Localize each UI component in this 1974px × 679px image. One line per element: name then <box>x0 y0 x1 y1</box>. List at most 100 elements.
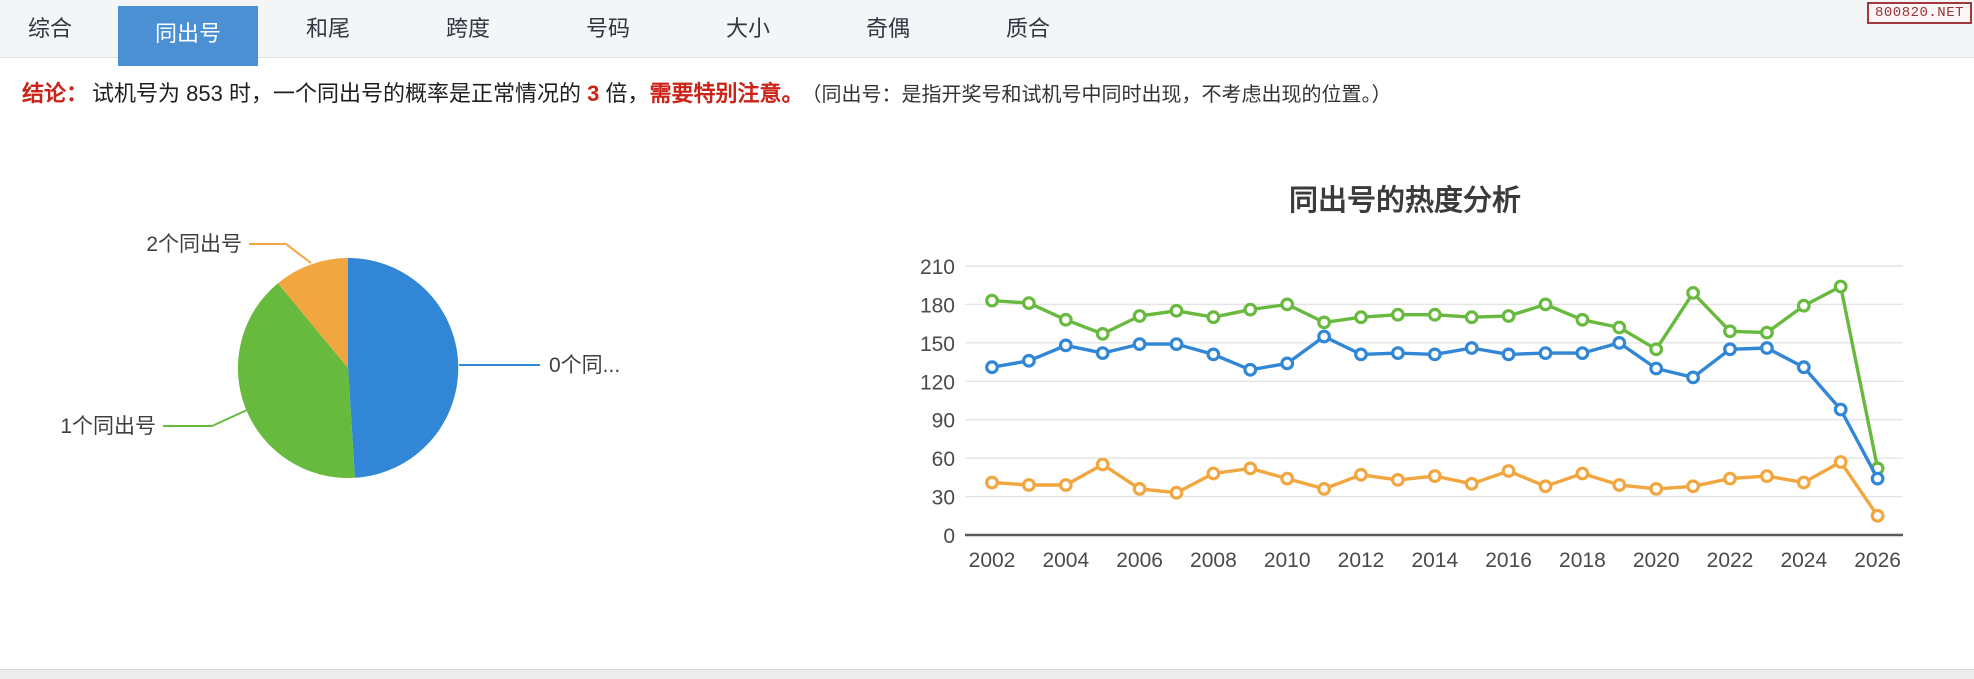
tab-haoma[interactable]: 号码 <box>585 16 630 41</box>
x-tick-label: 2012 <box>1338 549 1385 572</box>
data-point-orange <box>1501 464 1516 478</box>
data-point-blue <box>1058 338 1073 353</box>
x-tick-label: 2008 <box>1190 549 1237 572</box>
x-tick-label: 2026 <box>1854 549 1901 572</box>
x-tick-label: 2004 <box>1042 549 1089 572</box>
x-tick-label: 2018 <box>1559 549 1606 572</box>
x-tick-label: 2010 <box>1264 549 1311 572</box>
data-point-blue <box>1391 346 1405 361</box>
conclusion-line: 结论： 试机号为 853 时，一个同出号的概率是正常情况的 3 倍，需要特别注意。… <box>22 76 1391 108</box>
data-point-green <box>1501 309 1516 323</box>
data-point-orange <box>1021 478 1036 492</box>
y-tick-label: 210 <box>920 256 955 279</box>
data-point-green <box>985 293 999 308</box>
data-point-blue <box>1243 362 1258 377</box>
pie-label-0: 0个同... <box>549 354 620 377</box>
tab-bar: 综合 同出号 和尾 跨度 号码 大小 奇偶 质合 <box>0 0 1974 66</box>
conclusion-multiplier: 3 <box>587 81 600 106</box>
data-point-green <box>1243 302 1258 317</box>
conclusion-prefix: 结论： <box>22 81 89 106</box>
conclusion-warning: 需要特别注意。 <box>649 81 804 106</box>
pie-slice-1 <box>237 283 355 479</box>
data-point-green <box>1132 309 1147 323</box>
data-point-blue <box>1132 337 1147 352</box>
data-point-blue <box>1464 341 1479 355</box>
data-point-orange <box>1870 508 1885 523</box>
data-point-blue <box>985 360 999 375</box>
x-tick-label: 2016 <box>1485 549 1532 572</box>
data-point-orange <box>1243 461 1258 476</box>
data-point-orange <box>1354 467 1368 482</box>
data-point-green <box>1796 298 1811 313</box>
data-point-orange <box>1058 478 1073 492</box>
pie-slice-0 <box>348 257 459 478</box>
data-point-green <box>1723 324 1737 339</box>
data-point-orange <box>1796 475 1811 490</box>
data-point-blue <box>1206 347 1221 362</box>
conclusion-text-1: 试机号为 853 时，一个同出号的概率是正常情况的 <box>92 81 588 106</box>
pie-label-2: 2个同出号 <box>146 233 242 256</box>
x-tick-label: 2024 <box>1780 549 1827 572</box>
data-point-green <box>1833 279 1848 294</box>
data-point-orange <box>1132 482 1147 496</box>
data-point-blue <box>1649 361 1664 376</box>
data-point-blue <box>1169 337 1184 352</box>
data-point-green <box>1169 303 1184 318</box>
data-point-blue <box>1427 347 1442 362</box>
data-point-orange <box>1649 482 1664 496</box>
pie-label-1: 1个同出号 <box>60 415 156 438</box>
y-tick-label: 90 <box>932 410 955 433</box>
data-point-orange <box>1575 466 1590 481</box>
tab-kuadu[interactable]: 跨度 <box>445 16 490 41</box>
data-point-green <box>1538 297 1553 312</box>
x-tick-label: 2014 <box>1411 549 1458 572</box>
data-point-blue <box>1021 353 1036 368</box>
y-tick-label: 60 <box>932 448 955 471</box>
tab-jiou[interactable]: 奇偶 <box>865 16 910 41</box>
data-point-blue <box>1575 346 1590 361</box>
x-tick-label: 2006 <box>1116 549 1163 572</box>
conclusion-note: （同出号：是指开奖号和试机号中同时出现，不考虑出现的位置。） <box>811 84 1392 106</box>
x-tick-label: 2022 <box>1707 549 1754 572</box>
conclusion-text-2: 倍， <box>599 81 650 106</box>
data-point-green <box>1354 310 1368 325</box>
y-tick-label: 180 <box>920 294 955 317</box>
data-point-green <box>1760 325 1774 340</box>
data-point-green <box>1317 315 1332 330</box>
tab-tongchuhao[interactable]: 同出号 <box>118 6 258 66</box>
data-point-blue <box>1095 346 1110 361</box>
data-point-blue <box>1796 360 1811 375</box>
y-tick-label: 150 <box>920 333 955 356</box>
data-point-blue <box>1501 347 1516 362</box>
data-point-blue <box>1280 356 1295 371</box>
data-point-orange <box>1427 469 1442 484</box>
data-point-orange <box>1095 457 1110 472</box>
data-point-blue <box>1760 341 1774 355</box>
pie-slice-2 <box>277 258 348 368</box>
data-point-orange <box>1538 479 1553 494</box>
data-point-orange <box>1760 469 1774 484</box>
data-point-green <box>1206 310 1221 325</box>
tab-hewei[interactable]: 和尾 <box>305 16 350 41</box>
pie-chart: 0个同... 1个同出号 2个同出号 <box>60 233 620 479</box>
data-point-blue <box>1317 329 1332 344</box>
data-point-green <box>1575 312 1590 327</box>
data-point-green <box>1058 312 1073 327</box>
line-chart: 同出号的热度分析 0 30 60 90 120 150 180 210 2002 2004 2006 2… <box>920 183 1903 572</box>
data-point-blue <box>1870 471 1885 486</box>
data-point-orange <box>1317 482 1332 496</box>
data-point-orange <box>1206 466 1221 481</box>
data-point-blue <box>1723 342 1737 357</box>
data-point-green <box>1612 320 1627 335</box>
line-chart-title: 同出号的热度分析 <box>1289 183 1521 217</box>
tab-zhihe[interactable]: 质合 <box>1005 16 1050 41</box>
data-point-green <box>1021 296 1036 311</box>
tab-zonghe[interactable]: 综合 <box>27 16 72 41</box>
x-tick-label: 2020 <box>1633 549 1680 572</box>
data-point-blue <box>1833 402 1848 417</box>
data-point-orange <box>1169 485 1184 500</box>
y-tick-label: 0 <box>943 525 955 548</box>
data-point-blue <box>1686 370 1700 385</box>
tab-daxiao[interactable]: 大小 <box>725 16 770 41</box>
pie-label-line-1 <box>163 409 248 427</box>
